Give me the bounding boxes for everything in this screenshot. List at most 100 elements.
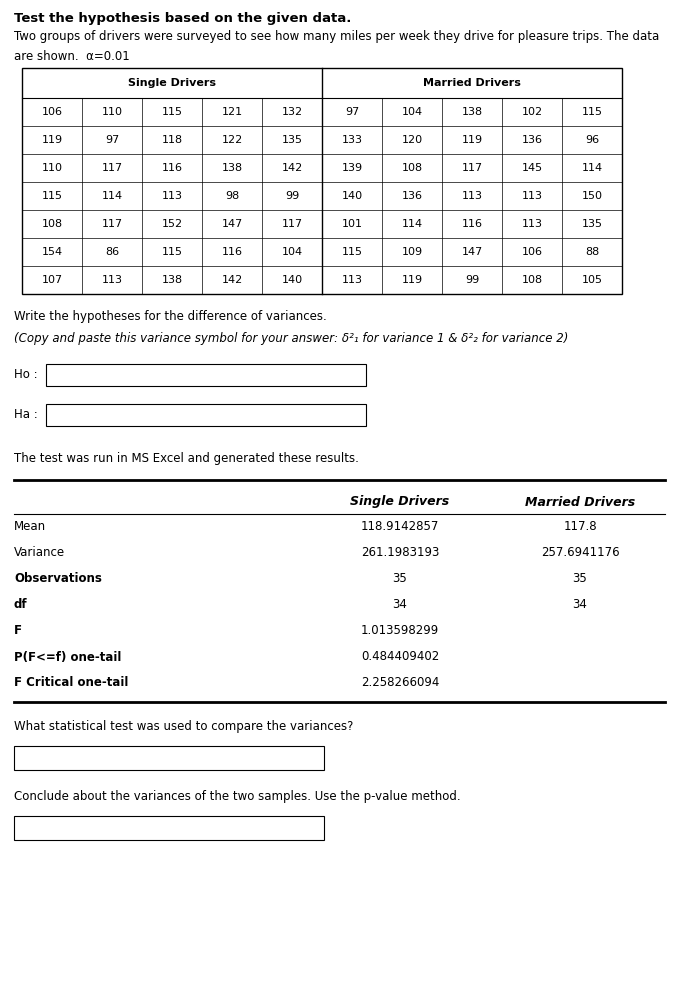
Text: 115: 115 [162, 107, 183, 117]
Text: 0.484409402: 0.484409402 [361, 650, 439, 664]
Text: Single Drivers: Single Drivers [350, 495, 449, 508]
Text: 117: 117 [101, 219, 123, 229]
Text: 116: 116 [162, 163, 183, 173]
Text: 135: 135 [282, 135, 303, 145]
Text: Two groups of drivers were surveyed to see how many miles per week they drive fo: Two groups of drivers were surveyed to s… [14, 30, 659, 43]
Text: Write the hypotheses for the difference of variances.: Write the hypotheses for the difference … [14, 310, 327, 323]
Text: 118: 118 [162, 135, 183, 145]
Text: 101: 101 [342, 219, 363, 229]
Text: 115: 115 [41, 191, 62, 201]
Text: Married Drivers: Married Drivers [525, 495, 635, 508]
Text: 138: 138 [462, 107, 483, 117]
Text: 97: 97 [105, 135, 119, 145]
Text: 108: 108 [521, 275, 543, 285]
Text: 114: 114 [401, 219, 422, 229]
Text: 117.8: 117.8 [563, 520, 597, 534]
Text: are shown.  α=0.01: are shown. α=0.01 [14, 50, 130, 63]
Text: 115: 115 [581, 107, 602, 117]
Text: 113: 113 [521, 219, 543, 229]
Text: 106: 106 [41, 107, 62, 117]
Text: 116: 116 [462, 219, 483, 229]
Text: 152: 152 [162, 219, 183, 229]
Text: 1.013598299: 1.013598299 [361, 624, 439, 638]
Text: (Copy and paste this variance symbol for your answer: δ²₁ for variance 1 & δ²₂ f: (Copy and paste this variance symbol for… [14, 332, 568, 345]
Text: 140: 140 [281, 275, 303, 285]
Text: 138: 138 [221, 163, 242, 173]
Text: 119: 119 [41, 135, 62, 145]
Bar [46, 364, 366, 386]
Bar [22, 68, 622, 294]
Text: 117: 117 [281, 219, 303, 229]
Text: 139: 139 [342, 163, 363, 173]
Text: 116: 116 [221, 247, 242, 257]
Text: 99: 99 [285, 191, 299, 201]
Text: 136: 136 [521, 135, 543, 145]
Text: 114: 114 [101, 191, 123, 201]
Text: Conclude about the variances of the two samples. Use the p-value method.: Conclude about the variances of the two … [14, 790, 460, 803]
Text: df: df [14, 598, 28, 611]
Text: 136: 136 [401, 191, 422, 201]
Text: F: F [14, 624, 22, 638]
Text: Mean: Mean [14, 520, 46, 534]
Text: 257.6941176: 257.6941176 [540, 546, 619, 560]
Text: 34: 34 [392, 598, 407, 611]
Text: 96: 96 [585, 135, 599, 145]
Text: Single Drivers: Single Drivers [128, 78, 216, 88]
Text: 132: 132 [281, 107, 303, 117]
Text: Married Drivers: Married Drivers [423, 78, 521, 88]
Text: 105: 105 [581, 275, 602, 285]
Text: 117: 117 [101, 163, 123, 173]
Text: 114: 114 [581, 163, 602, 173]
Text: Observations: Observations [14, 572, 102, 585]
Text: 140: 140 [342, 191, 363, 201]
Text: 88: 88 [585, 247, 599, 257]
Text: 119: 119 [401, 275, 422, 285]
Text: 122: 122 [221, 135, 242, 145]
Bar [14, 746, 324, 770]
Text: 35: 35 [392, 572, 407, 585]
Text: 2.258266094: 2.258266094 [361, 676, 439, 690]
Text: 118.9142857: 118.9142857 [361, 520, 439, 534]
Text: 261.1983193: 261.1983193 [361, 546, 439, 560]
Text: 147: 147 [221, 219, 242, 229]
Text: 115: 115 [162, 247, 183, 257]
Text: 104: 104 [401, 107, 422, 117]
Text: P(F<=f) one-tail: P(F<=f) one-tail [14, 650, 122, 664]
Text: 104: 104 [281, 247, 303, 257]
Text: 119: 119 [462, 135, 483, 145]
Text: 99: 99 [465, 275, 479, 285]
Text: 97: 97 [345, 107, 359, 117]
Text: 106: 106 [521, 247, 543, 257]
Text: 107: 107 [41, 275, 62, 285]
Text: F Critical one-tail: F Critical one-tail [14, 676, 128, 690]
Text: 120: 120 [401, 135, 422, 145]
Text: 138: 138 [162, 275, 183, 285]
Text: What statistical test was used to compare the variances?: What statistical test was used to compar… [14, 720, 353, 733]
Text: Variance: Variance [14, 546, 65, 560]
Text: 34: 34 [572, 598, 587, 611]
Text: 113: 113 [521, 191, 543, 201]
Text: 135: 135 [581, 219, 602, 229]
Text: 86: 86 [105, 247, 119, 257]
Text: 108: 108 [41, 219, 62, 229]
Text: 145: 145 [521, 163, 543, 173]
Text: Test the hypothesis based on the given data.: Test the hypothesis based on the given d… [14, 12, 351, 25]
Text: 133: 133 [342, 135, 363, 145]
Text: 147: 147 [461, 247, 483, 257]
Text: 142: 142 [281, 163, 303, 173]
Text: 150: 150 [581, 191, 602, 201]
Text: 113: 113 [342, 275, 363, 285]
Text: Ho :: Ho : [14, 368, 37, 381]
Bar [46, 404, 366, 426]
Text: 142: 142 [221, 275, 242, 285]
Text: 102: 102 [521, 107, 543, 117]
Text: 117: 117 [462, 163, 483, 173]
Text: 121: 121 [221, 107, 242, 117]
Text: 35: 35 [572, 572, 587, 585]
Bar [14, 816, 324, 840]
Text: 98: 98 [225, 191, 239, 201]
Text: 110: 110 [41, 163, 62, 173]
Text: 115: 115 [342, 247, 363, 257]
Text: 113: 113 [101, 275, 122, 285]
Text: Ha :: Ha : [14, 408, 38, 422]
